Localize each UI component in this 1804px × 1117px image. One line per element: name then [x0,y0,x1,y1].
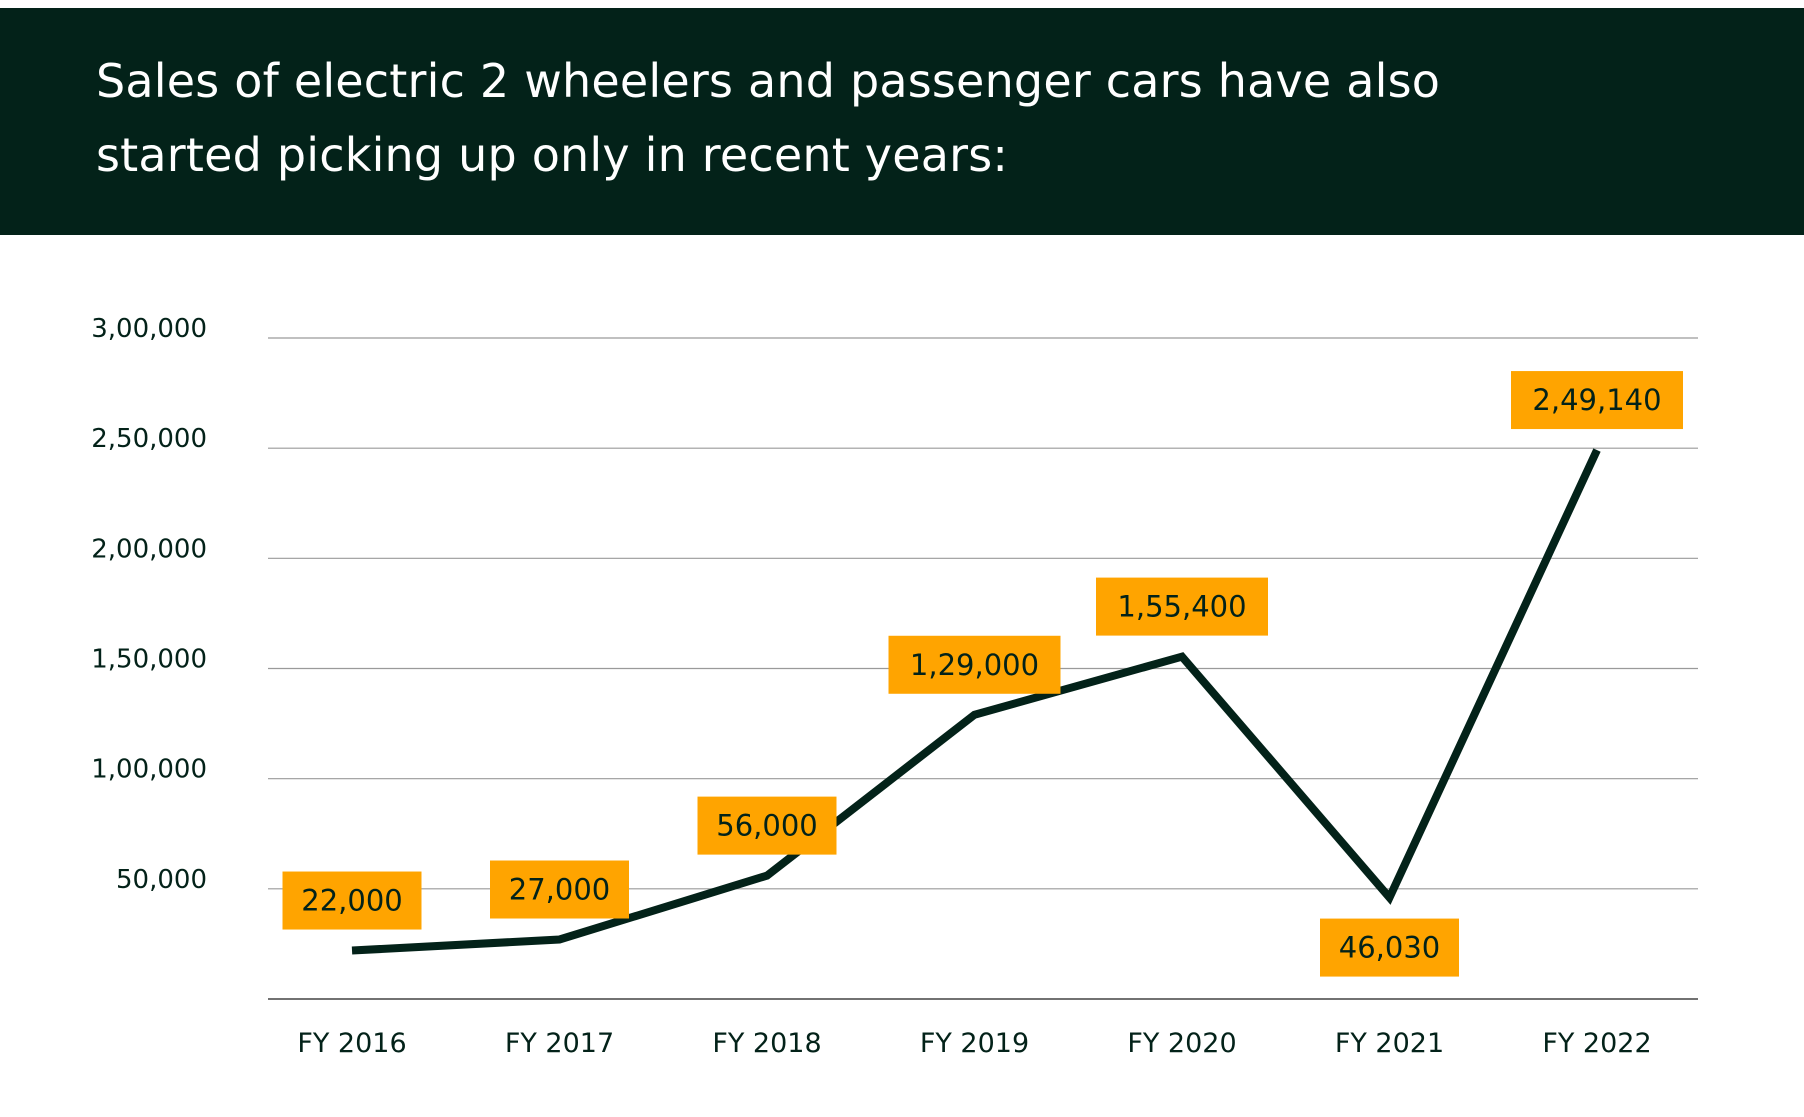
data-label-text: 1,29,000 [910,648,1039,682]
data-label-text: 56,000 [716,809,817,843]
data-label-box [697,796,837,855]
x-tick-label: FY 2016 [297,1028,406,1059]
data-label: 56,000 [697,796,837,855]
data-label-box [1096,577,1268,636]
x-axis-tick-labels: FY 2016 FY 2017 FY 2018 FY 2019 FY 2020 FY 20… [297,1028,1651,1059]
y-tick-label: 2,50,000 [91,424,207,454]
series-line [351,448,1601,955]
x-tick-label: FY 2017 [505,1028,614,1059]
data-label-text: 22,000 [301,884,402,918]
data-label-text: 2,49,140 [1532,383,1661,417]
y-tick-label: 3,00,000 [91,314,207,344]
data-label-text: 46,030 [1339,931,1440,965]
chart-title: Sales of electric 2 wheelers and passeng… [96,54,1441,182]
x-tick-label: FY 2022 [1542,1028,1651,1059]
x-tick-label: FY 2018 [712,1028,821,1059]
x-tick-label: FY 2019 [920,1028,1029,1059]
y-tick-label: 50,000 [116,865,207,895]
data-label: 46,030 [1320,918,1459,977]
data-label-box [888,635,1061,694]
data-label: 27,000 [490,860,629,919]
data-label-box [282,871,422,930]
data-labels: 22,000 27,000 56,000 1,29,000 1,55,400 46,030… [282,371,1683,977]
x-tick-label: FY 2021 [1335,1028,1444,1059]
data-label: 2,49,140 [1511,371,1683,430]
title-banner [0,8,1804,235]
data-label-text: 27,000 [509,873,610,907]
series-line-layer [351,448,1601,955]
data-label-box [1511,371,1683,430]
data-label-box [1320,918,1459,977]
data-label: 1,29,000 [888,635,1061,694]
y-tick-label: 1,50,000 [91,645,207,675]
data-label: 1,55,400 [1096,577,1268,636]
y-tick-label: 1,00,000 [91,755,207,785]
y-tick-label: 2,00,000 [91,534,207,564]
data-label-box [490,860,629,919]
y-axis-tick-labels: 50,000 1,00,000 1,50,000 2,00,000 2,50,000 3,… [91,314,207,895]
data-label-text: 1,55,400 [1117,590,1246,624]
x-tick-label: FY 2020 [1127,1028,1236,1059]
data-label: 22,000 [282,871,422,930]
